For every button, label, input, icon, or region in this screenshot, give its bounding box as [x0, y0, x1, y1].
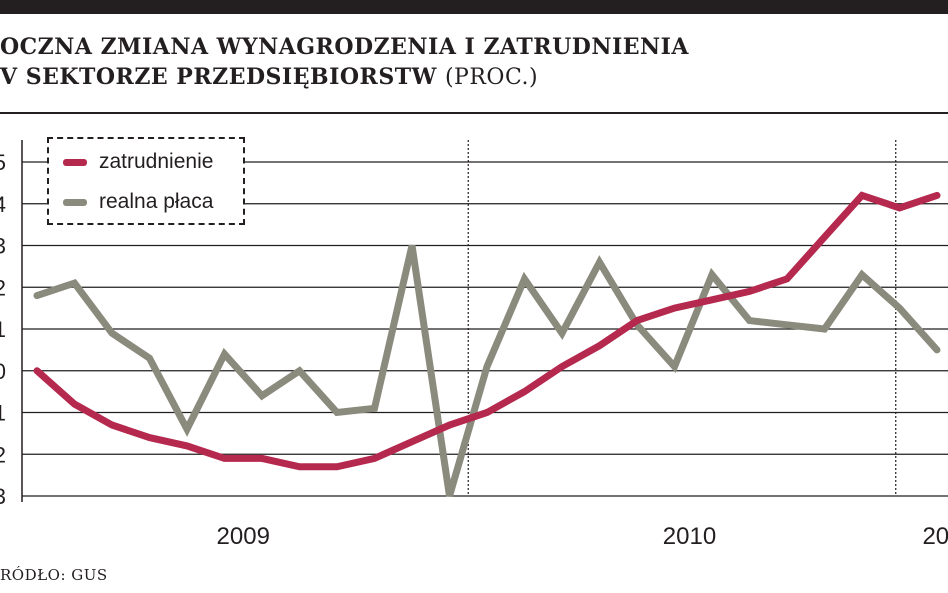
- y-tick-label-8: 3: [0, 484, 6, 509]
- y-tick-label-2: 3: [0, 234, 6, 259]
- series-line-zatrudnienie: [33, 191, 941, 471]
- y-tick-label-5: 0: [0, 359, 6, 384]
- legend-label-realna-placa: realna płaca: [99, 190, 214, 213]
- x-period-label-0: 2009: [217, 523, 270, 550]
- top-bar: [0, 0, 948, 14]
- legend-item-zatrudnienie: zatrudnienie: [63, 149, 213, 175]
- y-tick-label-6: 1: [0, 401, 6, 426]
- series-line-realna-placa: [33, 244, 941, 497]
- source-note: RÓDŁO: GUS: [0, 566, 108, 584]
- y-tick-label-3: 2: [0, 275, 6, 300]
- legend-swatch-realna-placa: [63, 198, 87, 206]
- x-period-label-1: 2010: [663, 523, 716, 550]
- title-line-1: OCZNA ZMIANA WYNAGRODZENIA I ZATRUDNIENI…: [0, 34, 689, 60]
- y-tick-label-7: 2: [0, 442, 6, 467]
- y-tick-label-1: 4: [0, 192, 6, 217]
- title-rule: [0, 112, 948, 114]
- legend: zatrudnienie realna płaca: [47, 137, 245, 225]
- title-line-2: V SEKTORZE PRZEDSIĘBIORSTW: [0, 64, 437, 90]
- chart-title: OCZNA ZMIANA WYNAGRODZENIA I ZATRUDNIENI…: [0, 32, 689, 93]
- legend-item-realna-placa: realna płaca: [63, 189, 213, 215]
- title-unit: (PROC.): [444, 65, 539, 90]
- y-tick-label-4: 1: [0, 317, 6, 342]
- legend-label-zatrudnienie: zatrudnienie: [99, 150, 214, 173]
- x-period-label-2: 2011: [922, 523, 948, 550]
- legend-swatch-zatrudnienie: [63, 158, 87, 166]
- y-tick-label-0: 5: [0, 150, 6, 175]
